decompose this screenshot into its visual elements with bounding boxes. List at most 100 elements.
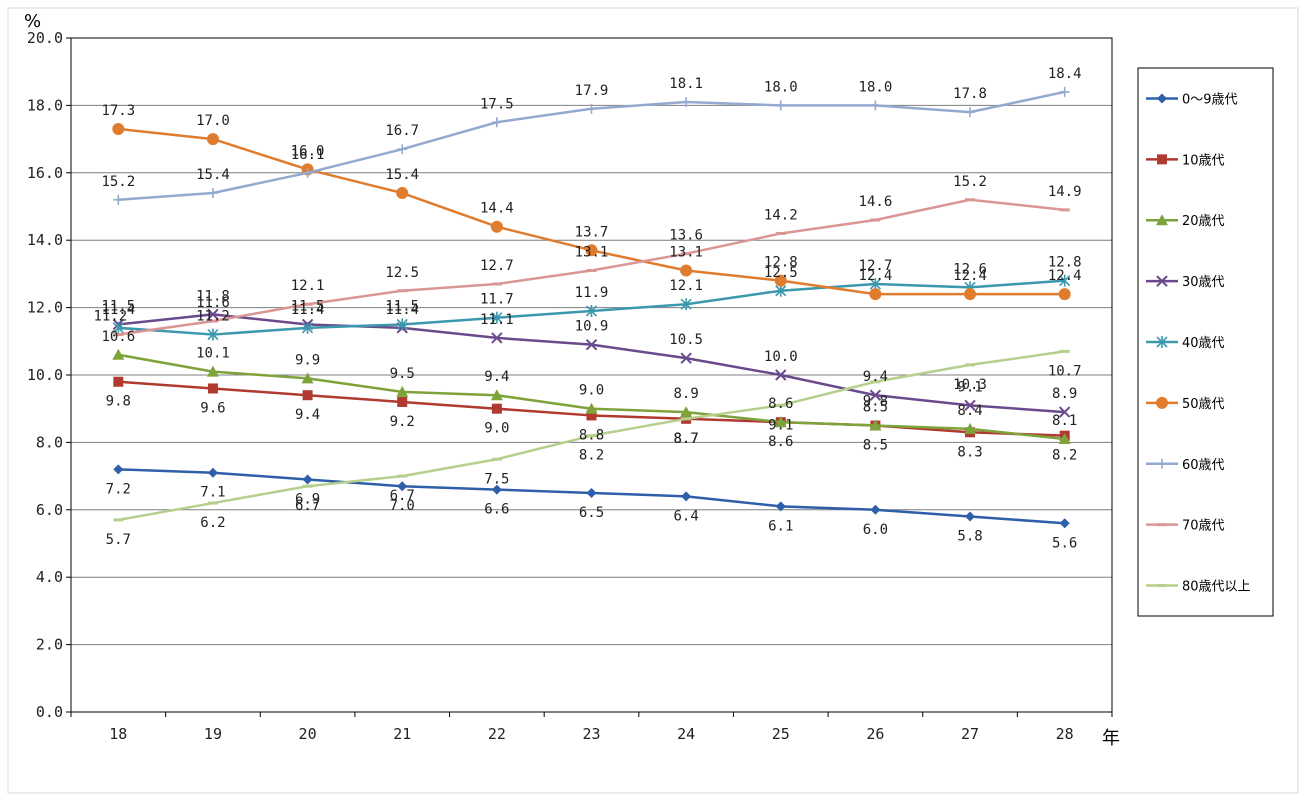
data-point bbox=[397, 144, 408, 155]
data-label: 11.4 bbox=[385, 302, 419, 318]
legend-marker bbox=[1156, 336, 1168, 348]
legend-label: 10歳代 bbox=[1182, 153, 1225, 168]
data-label: 12.8 bbox=[1048, 255, 1082, 271]
data-label: 14.4 bbox=[480, 201, 514, 217]
data-label: 8.9 bbox=[673, 386, 698, 402]
data-point bbox=[207, 308, 219, 321]
data-label: 6.9 bbox=[295, 491, 320, 507]
data-point bbox=[680, 264, 693, 277]
data-label: 6.0 bbox=[863, 522, 888, 538]
legend-item: 60歳代 bbox=[1146, 458, 1225, 473]
data-label: 11.5 bbox=[101, 298, 135, 314]
data-label: 12.4 bbox=[953, 268, 987, 284]
data-point bbox=[396, 187, 409, 200]
data-label: 6.6 bbox=[484, 502, 509, 518]
data-label: 13.1 bbox=[669, 245, 703, 261]
data-label: 13.6 bbox=[669, 228, 703, 244]
data-label: 7.5 bbox=[484, 471, 509, 487]
data-label: 18.4 bbox=[1048, 66, 1082, 82]
data-label: 15.2 bbox=[101, 174, 135, 190]
y-tick-label: 2.0 bbox=[36, 636, 63, 654]
data-label: 14.2 bbox=[764, 207, 798, 223]
data-label: 9.1 bbox=[957, 379, 982, 395]
y-tick-label: 18.0 bbox=[27, 96, 63, 114]
data-point bbox=[491, 403, 502, 414]
data-point bbox=[491, 484, 502, 495]
data-label: 8.1 bbox=[1052, 413, 1077, 429]
data-label: 8.6 bbox=[768, 396, 793, 412]
data-point bbox=[775, 501, 786, 512]
data-label: 6.1 bbox=[768, 518, 793, 534]
data-point bbox=[775, 369, 787, 381]
data-label: 5.8 bbox=[957, 529, 982, 545]
y-tick-label: 12.0 bbox=[27, 299, 63, 317]
data-label: 10.5 bbox=[669, 332, 703, 348]
x-tick-label: 27 bbox=[961, 725, 979, 743]
data-label: 8.3 bbox=[957, 444, 982, 460]
data-point bbox=[490, 389, 503, 401]
data-point bbox=[870, 504, 881, 515]
data-label: 13.7 bbox=[575, 224, 609, 240]
data-point bbox=[586, 103, 597, 114]
data-label: 8.5 bbox=[863, 400, 888, 416]
data-label: 9.8 bbox=[106, 394, 131, 410]
data-label: 17.8 bbox=[953, 86, 987, 102]
data-point bbox=[965, 107, 976, 118]
series-7 bbox=[113, 86, 1070, 205]
data-label: 6.7 bbox=[390, 488, 415, 504]
legend-label: 0～9歳代 bbox=[1182, 92, 1238, 107]
data-point bbox=[491, 311, 503, 324]
data-point bbox=[1059, 518, 1070, 529]
legend-marker bbox=[1157, 458, 1167, 469]
data-label: 11.5 bbox=[291, 298, 325, 314]
x-tick-label: 28 bbox=[1056, 725, 1074, 743]
x-tick-label: 20 bbox=[299, 725, 317, 743]
x-tick-label: 26 bbox=[866, 725, 884, 743]
data-point bbox=[207, 467, 218, 478]
data-point bbox=[680, 352, 692, 364]
legend-marker bbox=[1157, 154, 1167, 165]
data-label: 9.0 bbox=[579, 383, 604, 399]
data-point bbox=[491, 332, 503, 344]
data-label: 12.8 bbox=[764, 255, 798, 271]
data-point bbox=[775, 100, 786, 111]
legend-item: 30歳代 bbox=[1146, 275, 1225, 290]
data-labels: 7.2 7.1 6.9 7.0 6.6 6.5 6.4 6.1 6.0 5.8 5.6 9.8 9.6 9… bbox=[93, 66, 1081, 551]
data-label: 15.4 bbox=[196, 167, 230, 183]
data-point bbox=[490, 220, 503, 233]
chart-border bbox=[7, 7, 1299, 794]
data-point bbox=[680, 298, 692, 311]
data-point bbox=[585, 402, 598, 414]
data-point bbox=[1058, 288, 1071, 301]
data-point bbox=[397, 481, 408, 492]
data-label: 17.9 bbox=[575, 83, 609, 99]
data-label: 15.4 bbox=[385, 167, 419, 183]
data-label: 7.2 bbox=[106, 481, 131, 497]
data-label: 9.4 bbox=[484, 369, 509, 385]
data-point bbox=[870, 100, 881, 111]
legend-label: 20歳代 bbox=[1182, 214, 1225, 229]
legend-item: 0～9歳代 bbox=[1146, 92, 1238, 107]
data-point bbox=[964, 288, 977, 301]
data-label: 8.6 bbox=[768, 434, 793, 450]
data-point bbox=[681, 491, 692, 502]
data-point bbox=[207, 188, 218, 199]
legend-item: 20歳代 bbox=[1146, 214, 1225, 229]
y-tick-label: 16.0 bbox=[27, 164, 63, 182]
data-label: 10.1 bbox=[196, 346, 230, 362]
data-point bbox=[586, 410, 597, 421]
data-point bbox=[964, 422, 977, 434]
series-5 bbox=[112, 274, 1071, 341]
data-label: 11.2 bbox=[93, 309, 127, 325]
data-label: 15.2 bbox=[953, 174, 987, 190]
data-label: 14.9 bbox=[1048, 184, 1082, 200]
data-point bbox=[869, 419, 882, 431]
data-point bbox=[869, 288, 882, 301]
data-point bbox=[301, 372, 314, 384]
data-label: 12.5 bbox=[385, 265, 419, 281]
data-label: 9.8 bbox=[863, 394, 888, 410]
x-tick-label: 23 bbox=[582, 725, 600, 743]
data-point bbox=[680, 406, 693, 418]
